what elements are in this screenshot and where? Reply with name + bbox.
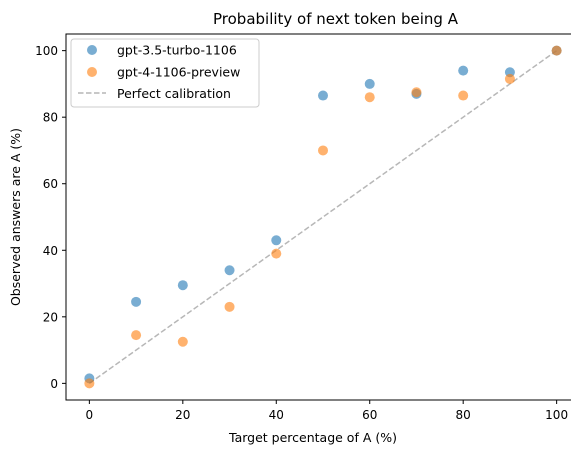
legend-label-gpt-3-5: gpt-3.5-turbo-1106	[117, 43, 237, 58]
legend-label-perfect-calibration: Perfect calibration	[117, 86, 231, 101]
x-tick-label-40: 40	[269, 408, 284, 422]
x-axis-label: Target percentage of A (%)	[228, 430, 397, 445]
point-series-0-8	[458, 65, 469, 76]
y-axis: 0 20 40 60 80 100	[35, 44, 66, 391]
point-series-1-2	[177, 336, 188, 347]
point-series-1-1	[131, 330, 142, 341]
y-axis-label: Observed answers are A (%)	[8, 128, 23, 306]
x-tick-label-60: 60	[362, 408, 377, 422]
point-series-0-3	[224, 265, 235, 276]
x-axis: 0 20 40 60 80 100	[86, 400, 568, 422]
point-series-1-7	[411, 87, 422, 98]
point-series-1-5	[318, 145, 328, 156]
point-series-1-4	[271, 248, 282, 259]
axes-frame	[65, 33, 571, 401]
point-series-0-5	[318, 90, 328, 101]
point-series-1-8	[458, 90, 469, 101]
y-tick-label-80: 80	[43, 111, 58, 125]
y-tick-label-100: 100	[35, 44, 58, 58]
point-series-1-0	[84, 378, 95, 389]
point-series-0-2	[177, 280, 188, 291]
legend: gpt-3.5-turbo-1106 gpt-4-1106-preview Pe…	[70, 38, 260, 108]
x-tick-label-0: 0	[86, 408, 94, 422]
plot-area	[84, 45, 562, 389]
x-tick-label-20: 20	[175, 408, 190, 422]
legend-label-gpt-4: gpt-4-1106-preview	[117, 65, 240, 80]
point-series-1-10	[551, 45, 562, 56]
legend-box	[70, 38, 260, 108]
legend-marker-gpt-4	[87, 67, 97, 77]
point-series-1-3	[224, 301, 235, 312]
point-series-0-1	[131, 296, 142, 307]
x-tick-label-80: 80	[456, 408, 471, 422]
point-series-1-6	[364, 92, 375, 103]
y-tick-label-0: 0	[50, 377, 58, 391]
chart-title: Probability of next token being A	[213, 10, 459, 28]
y-tick-label-60: 60	[43, 177, 58, 191]
y-tick-label-40: 40	[43, 244, 58, 258]
x-tick-label-100: 100	[545, 408, 568, 422]
point-series-1-9	[504, 73, 515, 84]
y-tick-label-20: 20	[43, 310, 58, 324]
legend-marker-gpt-3-5	[87, 45, 97, 55]
point-series-0-4	[271, 235, 282, 246]
point-series-0-6	[364, 78, 375, 89]
